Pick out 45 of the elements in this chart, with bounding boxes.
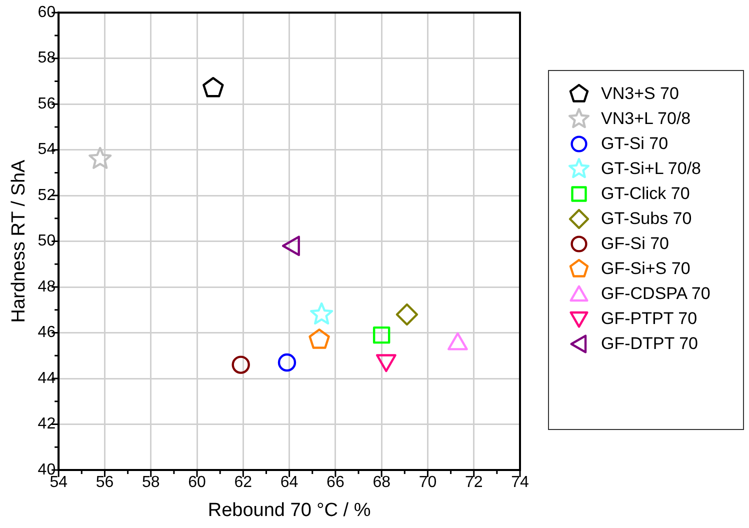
y-tick-label: 52 bbox=[38, 186, 56, 204]
point bbox=[372, 326, 390, 344]
x-tick-label: 74 bbox=[511, 474, 529, 492]
legend-label: GT-Click 70 bbox=[601, 184, 690, 204]
point bbox=[396, 303, 418, 326]
x-tick-label: 64 bbox=[280, 474, 298, 492]
x-tick-label: 72 bbox=[464, 474, 483, 492]
x-tick-label: 62 bbox=[234, 474, 252, 492]
x-tick-label: 54 bbox=[50, 474, 68, 492]
legend-label: GT-Subs 70 bbox=[601, 208, 692, 228]
legend-label: GT-Si+L 70/8 bbox=[601, 158, 702, 178]
y-tick-label: 58 bbox=[38, 50, 56, 67]
x-tick-label: 68 bbox=[372, 474, 391, 492]
legend-label: GT-Si 70 bbox=[601, 134, 668, 154]
point bbox=[202, 76, 224, 98]
legend-label: GF-Si+S 70 bbox=[601, 258, 690, 278]
point bbox=[308, 328, 330, 349]
y-axis-title: Hardness RT / ShA bbox=[8, 159, 30, 323]
legend-label: GF-DTPT 70 bbox=[601, 334, 698, 354]
x-tick-label: 66 bbox=[326, 474, 344, 492]
point bbox=[310, 302, 334, 324]
y-tick-label: 48 bbox=[38, 278, 56, 296]
x-tick-label: 70 bbox=[418, 474, 437, 492]
point bbox=[88, 146, 112, 169]
x-tick-label: 56 bbox=[96, 474, 114, 492]
point bbox=[376, 354, 396, 372]
y-tick-label: 60 bbox=[38, 4, 56, 22]
legend-label: VN3+S 70 bbox=[601, 84, 679, 104]
point bbox=[232, 356, 250, 374]
point bbox=[448, 332, 468, 350]
y-tick-label: 46 bbox=[38, 324, 56, 342]
y-tick-label: 54 bbox=[38, 141, 56, 158]
point bbox=[278, 353, 296, 372]
point bbox=[282, 236, 300, 256]
y-tick-label: 44 bbox=[38, 370, 56, 387]
y-tick-label: 42 bbox=[38, 416, 56, 433]
legend-label: GF-PTPT 70 bbox=[601, 308, 698, 328]
legend-label: GF-Si 70 bbox=[601, 234, 670, 254]
y-tick-label: 50 bbox=[38, 232, 56, 250]
x-tick-label: 60 bbox=[188, 474, 206, 492]
x-axis-title: Rebound 70 °C / % bbox=[208, 500, 371, 521]
x-tick-label: 58 bbox=[142, 474, 160, 492]
y-tick-label: 56 bbox=[38, 95, 56, 112]
legend-label: GF-CDSPA 70 bbox=[601, 284, 710, 304]
legend-label: VN3+L 70/8 bbox=[601, 108, 691, 128]
